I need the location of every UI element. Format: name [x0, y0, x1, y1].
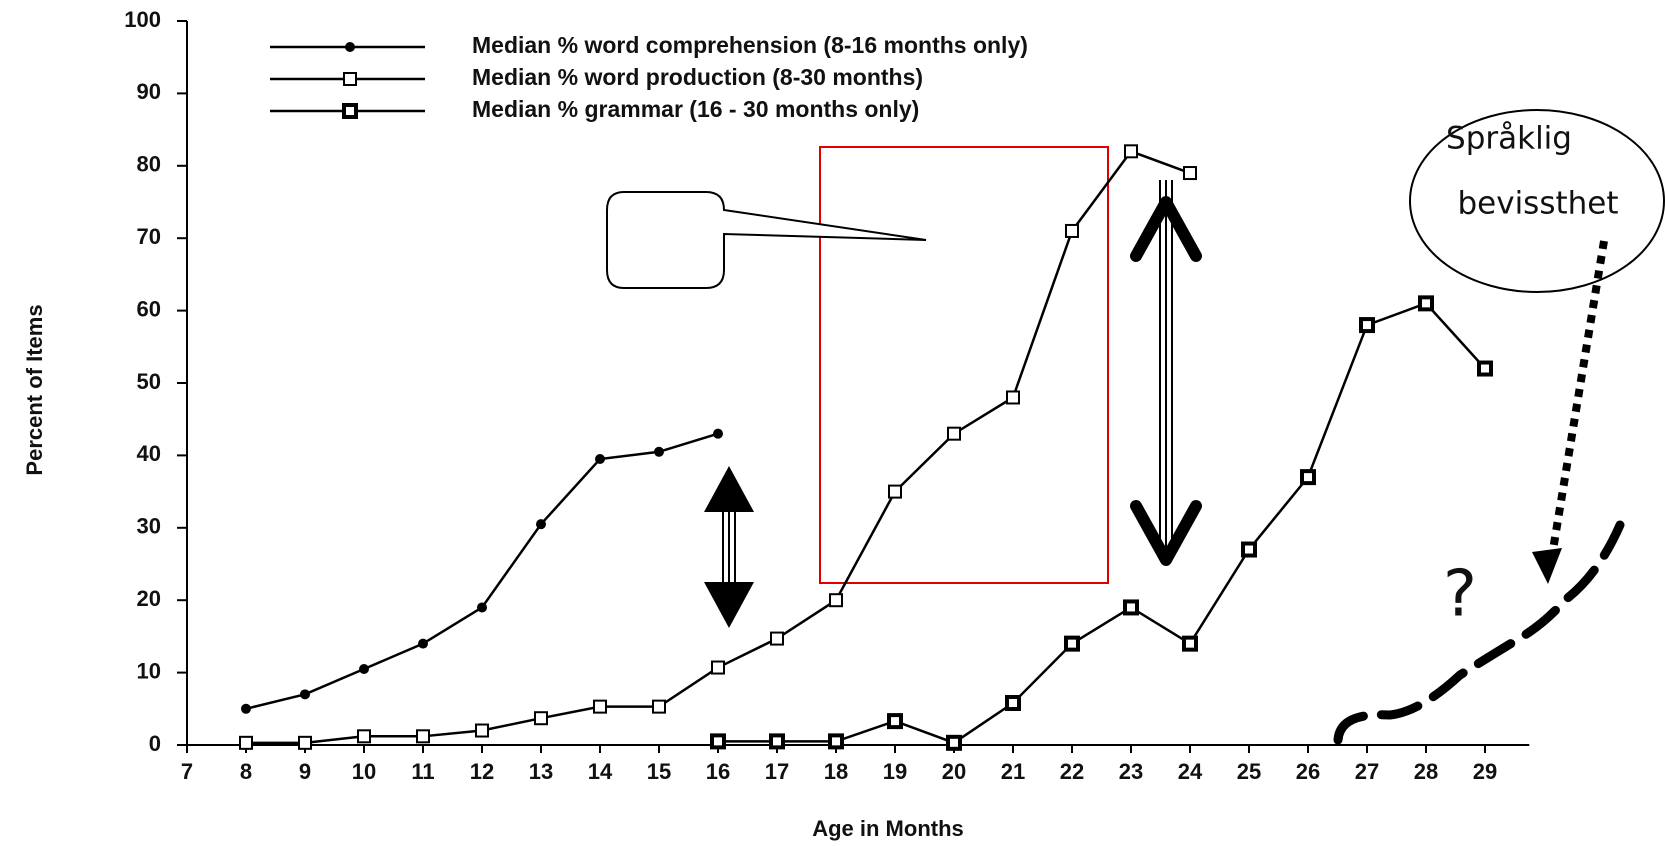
point: [654, 446, 664, 457]
y-tick-label: 60: [137, 296, 161, 321]
dotted-arrow-head: [1532, 548, 1562, 584]
series-line: [245, 432, 719, 711]
point: [1005, 695, 1021, 712]
x-tick-label: 27: [1355, 759, 1379, 784]
point: [1300, 469, 1316, 486]
point: [887, 713, 903, 730]
x-tick-label: 11: [411, 759, 434, 784]
annotation: Språklig: [1446, 121, 1572, 157]
x-tick-label: 14: [588, 759, 613, 784]
y-tick-label: 50: [137, 369, 161, 394]
x-tick-label: 28: [1414, 759, 1438, 784]
point: [770, 631, 784, 646]
large-double-arrow: [1130, 180, 1202, 566]
point: [241, 703, 251, 714]
point: [416, 729, 430, 744]
point: [769, 733, 785, 750]
x-tick-label: 19: [883, 759, 907, 784]
point: [477, 602, 487, 613]
point: [300, 689, 310, 700]
point: [1418, 295, 1434, 312]
point: [710, 733, 726, 750]
point: [475, 723, 489, 738]
annotation: ?: [1443, 558, 1477, 632]
x-tick-label: 21: [1001, 759, 1025, 784]
point: [1183, 166, 1197, 181]
y-tick-label: 10: [137, 658, 161, 683]
highlight-box: [819, 146, 1109, 584]
x-tick-label: 22: [1060, 759, 1084, 784]
point: [711, 660, 725, 675]
point: [1123, 599, 1139, 616]
legend-label: Median % word production (8-30 months): [472, 64, 923, 90]
legend-label: Median % grammar (16 - 30 months only): [472, 96, 919, 122]
point: [298, 735, 312, 750]
y-tick-label: 0: [149, 731, 161, 756]
callout: [606, 191, 927, 289]
x-tick-label: 24: [1178, 759, 1203, 784]
x-tick-label: 8: [240, 759, 252, 784]
point: [1241, 541, 1257, 558]
point: [536, 519, 546, 530]
x-tick-label: 23: [1119, 759, 1143, 784]
x-tick-label: 25: [1237, 759, 1261, 784]
point: [418, 638, 428, 649]
point: [595, 454, 605, 465]
x-tick-label: 29: [1473, 759, 1497, 784]
y-tick-label: 100: [124, 7, 161, 32]
x-axis-label: Age in Months: [812, 816, 964, 841]
point: [828, 733, 844, 750]
y-tick-label: 20: [137, 586, 161, 611]
x-tick-label: 18: [824, 759, 848, 784]
point: [1124, 144, 1138, 159]
point: [534, 711, 548, 726]
point: [888, 484, 902, 499]
point: [652, 699, 666, 714]
point: [1182, 635, 1198, 652]
annotation: bevissthet: [1457, 186, 1618, 222]
y-tick-label: 90: [137, 79, 161, 104]
legend-label: Median % word comprehension (8-16 months…: [472, 32, 1028, 58]
small-double-arrow: [704, 466, 754, 628]
point: [357, 729, 371, 744]
point: [829, 593, 843, 608]
y-axis-label: Percent of Items: [22, 304, 47, 475]
x-tick-label: 17: [765, 759, 789, 784]
x-tick-label: 7: [181, 759, 193, 784]
point: [947, 426, 961, 441]
dashed-curve: [1333, 520, 1625, 745]
legend-marker: [343, 72, 357, 86]
point: [1006, 390, 1020, 405]
legend-marker: [342, 103, 358, 119]
y-tick-label: 40: [137, 441, 161, 466]
point: [1477, 360, 1493, 377]
y-tick-label: 30: [137, 514, 161, 539]
series-line: [718, 301, 1486, 745]
point: [713, 428, 723, 439]
point: [1065, 223, 1079, 238]
point: [1359, 317, 1375, 334]
x-tick-label: 15: [647, 759, 671, 784]
x-tick-label: 13: [529, 759, 553, 784]
x-tick-label: 16: [706, 759, 730, 784]
point: [239, 735, 253, 750]
point: [359, 663, 369, 674]
y-tick-label: 80: [137, 152, 161, 177]
x-tick-label: 12: [470, 759, 494, 784]
point: [946, 734, 962, 751]
x-tick-label: 10: [352, 759, 376, 784]
point: [1064, 635, 1080, 652]
y-tick-label: 70: [137, 224, 161, 249]
legend-marker: [345, 42, 355, 52]
point: [593, 699, 607, 714]
x-tick-label: 9: [299, 759, 311, 784]
x-tick-label: 26: [1296, 759, 1320, 784]
x-tick-label: 20: [942, 759, 966, 784]
